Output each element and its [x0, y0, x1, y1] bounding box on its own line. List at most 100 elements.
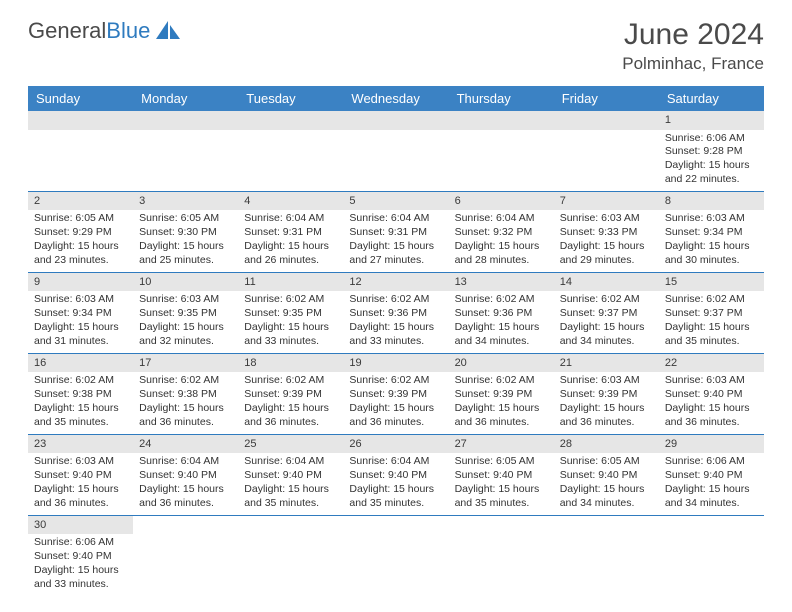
day-number: 28 — [554, 435, 659, 454]
sunrise-text: Sunrise: 6:06 AM — [34, 536, 127, 550]
calendar-day-cell: 6Sunrise: 6:04 AMSunset: 9:32 PMDaylight… — [449, 191, 554, 272]
sunrise-text: Sunrise: 6:06 AM — [665, 455, 758, 469]
calendar-empty-cell — [449, 111, 554, 191]
day-number: 23 — [28, 435, 133, 454]
calendar-day-cell: 3Sunrise: 6:05 AMSunset: 9:30 PMDaylight… — [133, 191, 238, 272]
day-details: Sunrise: 6:02 AMSunset: 9:39 PMDaylight:… — [238, 372, 343, 433]
sunrise-text: Sunrise: 6:02 AM — [244, 374, 337, 388]
sunset-text: Sunset: 9:28 PM — [665, 145, 758, 159]
calendar-day-cell: 18Sunrise: 6:02 AMSunset: 9:39 PMDayligh… — [238, 353, 343, 434]
day-details: Sunrise: 6:06 AMSunset: 9:40 PMDaylight:… — [659, 453, 764, 514]
calendar-day-cell: 10Sunrise: 6:03 AMSunset: 9:35 PMDayligh… — [133, 272, 238, 353]
day-number: 1 — [659, 111, 764, 130]
day-details: Sunrise: 6:05 AMSunset: 9:30 PMDaylight:… — [133, 210, 238, 271]
sunset-text: Sunset: 9:39 PM — [560, 388, 653, 402]
calendar-day-cell: 9Sunrise: 6:03 AMSunset: 9:34 PMDaylight… — [28, 272, 133, 353]
calendar-empty-cell — [238, 111, 343, 191]
calendar-day-cell: 24Sunrise: 6:04 AMSunset: 9:40 PMDayligh… — [133, 434, 238, 515]
day-details: Sunrise: 6:05 AMSunset: 9:40 PMDaylight:… — [449, 453, 554, 514]
logo-text-part1: General — [28, 18, 106, 43]
day-number: 15 — [659, 273, 764, 292]
day-number: 10 — [133, 273, 238, 292]
sunrise-text: Sunrise: 6:03 AM — [665, 374, 758, 388]
sunrise-text: Sunrise: 6:04 AM — [455, 212, 548, 226]
daylight-text: Daylight: 15 hours and 36 minutes. — [349, 402, 442, 430]
calendar-empty-cell — [28, 111, 133, 191]
day-details: Sunrise: 6:03 AMSunset: 9:40 PMDaylight:… — [659, 372, 764, 433]
daylight-text: Daylight: 15 hours and 26 minutes. — [244, 240, 337, 268]
sail-icon — [154, 19, 182, 41]
daylight-text: Daylight: 15 hours and 25 minutes. — [139, 240, 232, 268]
sunset-text: Sunset: 9:30 PM — [139, 226, 232, 240]
calendar-day-cell: 15Sunrise: 6:02 AMSunset: 9:37 PMDayligh… — [659, 272, 764, 353]
sunset-text: Sunset: 9:40 PM — [34, 550, 127, 564]
calendar-day-cell: 27Sunrise: 6:05 AMSunset: 9:40 PMDayligh… — [449, 434, 554, 515]
day-details: Sunrise: 6:03 AMSunset: 9:40 PMDaylight:… — [28, 453, 133, 514]
day-number: 7 — [554, 192, 659, 211]
calendar-head: SundayMondayTuesdayWednesdayThursdayFrid… — [28, 86, 764, 111]
sunrise-text: Sunrise: 6:05 AM — [34, 212, 127, 226]
sunset-text: Sunset: 9:31 PM — [349, 226, 442, 240]
sunset-text: Sunset: 9:37 PM — [665, 307, 758, 321]
sunset-text: Sunset: 9:40 PM — [139, 469, 232, 483]
calendar-day-cell: 28Sunrise: 6:05 AMSunset: 9:40 PMDayligh… — [554, 434, 659, 515]
sunrise-text: Sunrise: 6:02 AM — [665, 293, 758, 307]
sunset-text: Sunset: 9:40 PM — [349, 469, 442, 483]
sunset-text: Sunset: 9:40 PM — [665, 469, 758, 483]
day-number: 14 — [554, 273, 659, 292]
calendar-week-row: 16Sunrise: 6:02 AMSunset: 9:38 PMDayligh… — [28, 353, 764, 434]
day-details: Sunrise: 6:03 AMSunset: 9:33 PMDaylight:… — [554, 210, 659, 271]
weekday-row: SundayMondayTuesdayWednesdayThursdayFrid… — [28, 86, 764, 111]
sunset-text: Sunset: 9:33 PM — [560, 226, 653, 240]
weekday-header: Saturday — [659, 86, 764, 111]
day-details: Sunrise: 6:02 AMSunset: 9:36 PMDaylight:… — [343, 291, 448, 352]
daylight-text: Daylight: 15 hours and 32 minutes. — [139, 321, 232, 349]
daylight-text: Daylight: 15 hours and 33 minutes. — [34, 564, 127, 592]
sunset-text: Sunset: 9:32 PM — [455, 226, 548, 240]
logo-text: GeneralBlue — [28, 18, 150, 44]
day-number: 3 — [133, 192, 238, 211]
day-number: 19 — [343, 354, 448, 373]
day-number: 13 — [449, 273, 554, 292]
sunrise-text: Sunrise: 6:03 AM — [34, 293, 127, 307]
calendar-day-cell: 21Sunrise: 6:03 AMSunset: 9:39 PMDayligh… — [554, 353, 659, 434]
sunrise-text: Sunrise: 6:04 AM — [139, 455, 232, 469]
sunset-text: Sunset: 9:40 PM — [455, 469, 548, 483]
daylight-text: Daylight: 15 hours and 36 minutes. — [139, 483, 232, 511]
sunset-text: Sunset: 9:36 PM — [455, 307, 548, 321]
daylight-text: Daylight: 15 hours and 31 minutes. — [34, 321, 127, 349]
sunrise-text: Sunrise: 6:02 AM — [349, 374, 442, 388]
daylight-text: Daylight: 15 hours and 33 minutes. — [349, 321, 442, 349]
day-number: 6 — [449, 192, 554, 211]
day-number: 18 — [238, 354, 343, 373]
daylight-text: Daylight: 15 hours and 30 minutes. — [665, 240, 758, 268]
day-details: Sunrise: 6:04 AMSunset: 9:40 PMDaylight:… — [343, 453, 448, 514]
calendar-empty-cell — [238, 515, 343, 595]
sunrise-text: Sunrise: 6:04 AM — [244, 455, 337, 469]
calendar-day-cell: 2Sunrise: 6:05 AMSunset: 9:29 PMDaylight… — [28, 191, 133, 272]
calendar-day-cell: 30Sunrise: 6:06 AMSunset: 9:40 PMDayligh… — [28, 515, 133, 595]
calendar-empty-cell — [133, 515, 238, 595]
sunset-text: Sunset: 9:36 PM — [349, 307, 442, 321]
day-details: Sunrise: 6:05 AMSunset: 9:40 PMDaylight:… — [554, 453, 659, 514]
daylight-text: Daylight: 15 hours and 34 minutes. — [665, 483, 758, 511]
sunset-text: Sunset: 9:34 PM — [34, 307, 127, 321]
calendar-day-cell: 5Sunrise: 6:04 AMSunset: 9:31 PMDaylight… — [343, 191, 448, 272]
day-details: Sunrise: 6:03 AMSunset: 9:35 PMDaylight:… — [133, 291, 238, 352]
sunrise-text: Sunrise: 6:03 AM — [34, 455, 127, 469]
sunrise-text: Sunrise: 6:06 AM — [665, 132, 758, 146]
day-details: Sunrise: 6:02 AMSunset: 9:39 PMDaylight:… — [449, 372, 554, 433]
daylight-text: Daylight: 15 hours and 34 minutes. — [455, 321, 548, 349]
daylight-text: Daylight: 15 hours and 29 minutes. — [560, 240, 653, 268]
day-number: 8 — [659, 192, 764, 211]
day-number: 16 — [28, 354, 133, 373]
daylight-text: Daylight: 15 hours and 27 minutes. — [349, 240, 442, 268]
day-details: Sunrise: 6:02 AMSunset: 9:39 PMDaylight:… — [343, 372, 448, 433]
sunrise-text: Sunrise: 6:02 AM — [560, 293, 653, 307]
day-number: 22 — [659, 354, 764, 373]
day-number: 5 — [343, 192, 448, 211]
weekday-header: Monday — [133, 86, 238, 111]
sunset-text: Sunset: 9:40 PM — [34, 469, 127, 483]
day-details: Sunrise: 6:02 AMSunset: 9:38 PMDaylight:… — [133, 372, 238, 433]
calendar-day-cell: 20Sunrise: 6:02 AMSunset: 9:39 PMDayligh… — [449, 353, 554, 434]
